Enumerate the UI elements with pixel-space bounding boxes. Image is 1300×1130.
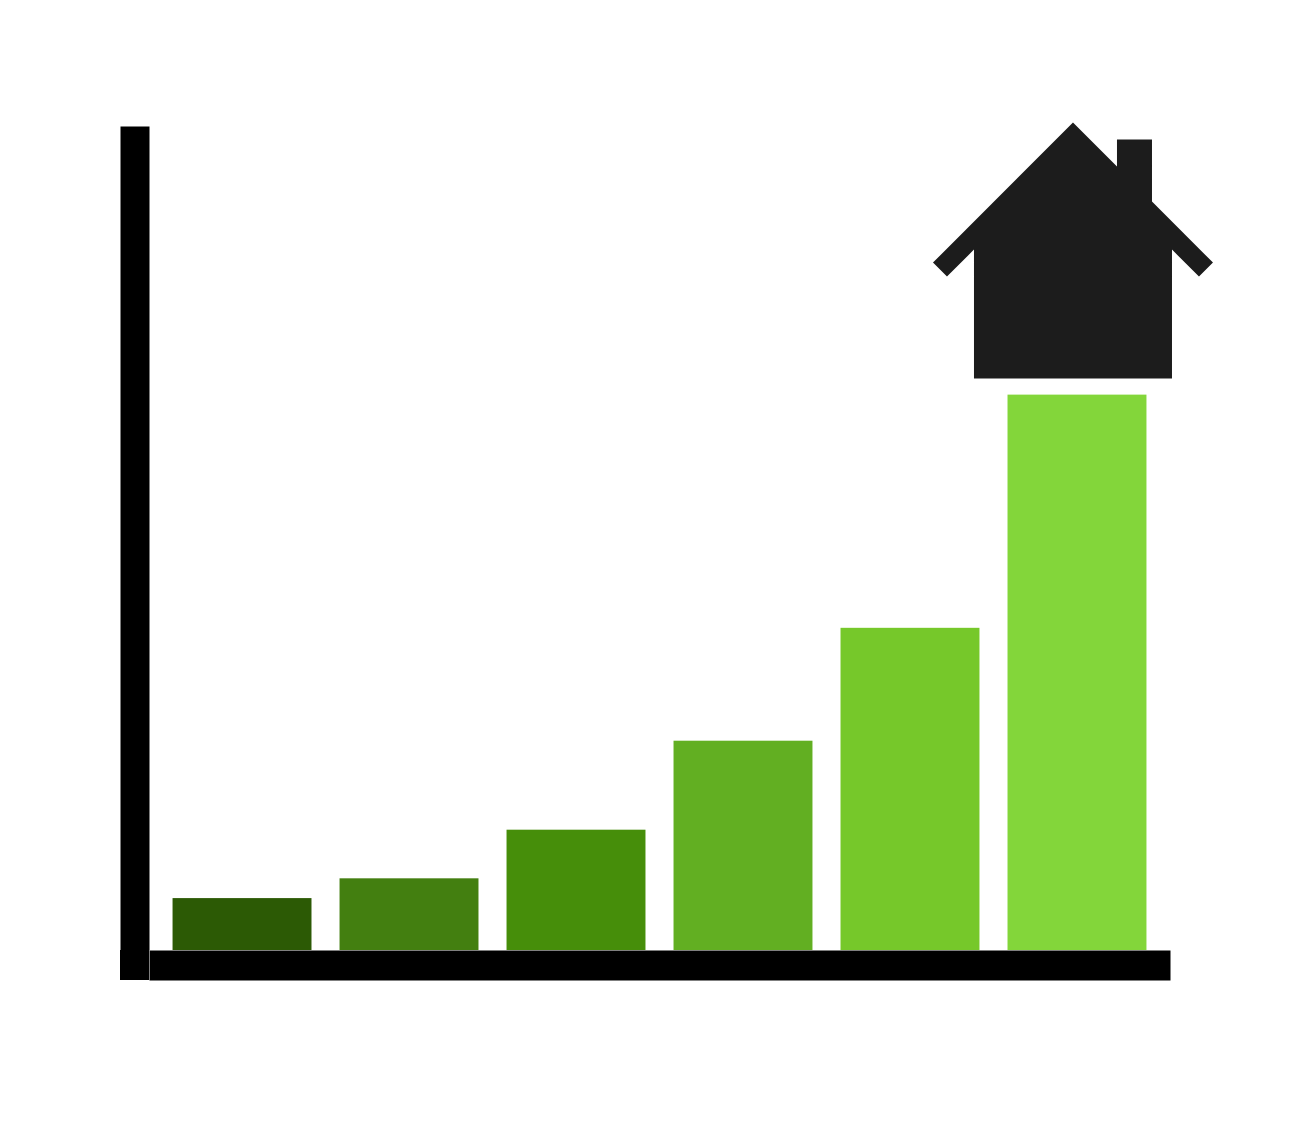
y-axis-line xyxy=(121,127,150,951)
bars xyxy=(173,395,1147,950)
chart xyxy=(0,0,1300,1130)
x-axis xyxy=(150,965,1171,967)
bar xyxy=(340,878,479,950)
axis-corner xyxy=(120,950,149,980)
bar xyxy=(841,628,980,950)
background xyxy=(0,0,1300,1130)
bar xyxy=(1008,395,1147,950)
bar xyxy=(674,741,813,950)
y-axis xyxy=(135,127,136,951)
bar xyxy=(173,898,312,950)
bar xyxy=(507,830,646,950)
x-axis-line xyxy=(150,951,1171,981)
house-icon xyxy=(933,123,1213,379)
